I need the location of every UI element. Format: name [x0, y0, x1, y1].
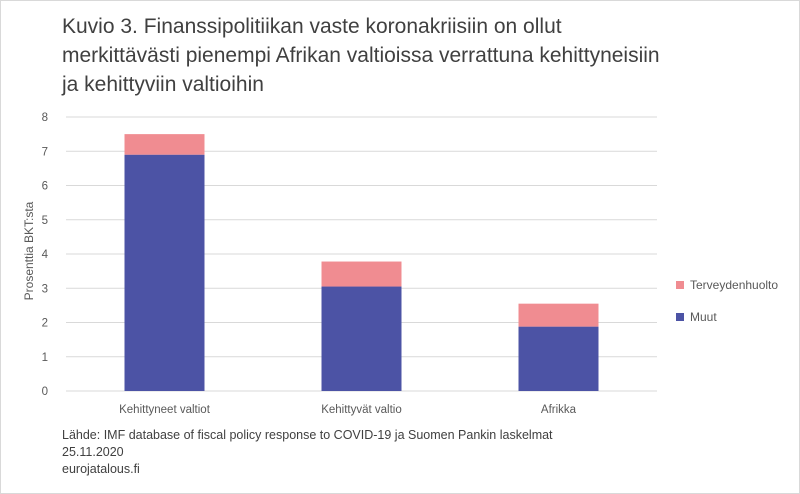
bar-muut-1	[321, 286, 402, 391]
legend-swatch-muut	[676, 313, 684, 321]
y-tick-label: 8	[42, 112, 48, 124]
title-line-2: merkittävästi pienempi Afrikan valtioiss…	[62, 44, 660, 67]
bars	[124, 134, 599, 391]
legend-item-terveydenhuolto: Terveydenhuolto	[676, 277, 778, 293]
legend-label-muut: Muut	[690, 310, 717, 324]
y-tick-label: 4	[42, 249, 49, 261]
title-line-3: ja kehittyviin valtioihin	[62, 73, 264, 96]
bar-terveydenhuolto-0	[124, 134, 205, 155]
bar-muut-0	[124, 154, 205, 391]
y-tick-label: 1	[42, 352, 48, 364]
bar-terveydenhuolto-1	[321, 261, 402, 287]
bar-terveydenhuolto-2	[518, 303, 599, 327]
source-site: eurojatalous.fi	[62, 462, 140, 476]
y-tick-label: 2	[42, 318, 48, 330]
chart-title: Kuvio 3. Finanssipolitiikan vaste korona…	[62, 12, 782, 99]
y-tick-label: 6	[42, 181, 48, 193]
legend-item-muut: Muut	[676, 309, 778, 325]
y-axis-label: Prosenttia BKT:sta	[22, 201, 36, 300]
y-tick-labels: 0 1 2 3 4 5 6 7 8	[42, 112, 49, 398]
bar-muut-2	[518, 326, 599, 391]
y-tick-label: 7	[42, 146, 48, 158]
y-tick-label: 5	[42, 215, 48, 227]
title-line-1: Kuvio 3. Finanssipolitiikan vaste korona…	[62, 15, 562, 38]
source-date: 25.11.2020	[62, 445, 124, 459]
legend-swatch-terveydenhuolto	[676, 281, 684, 289]
y-tick-label: 0	[42, 386, 48, 398]
source-note: Lähde: IMF database of fiscal policy res…	[62, 427, 553, 478]
y-tick-label: 3	[42, 283, 48, 295]
x-tick-labels: Kehittyneet valtiot Kehittyvät valtio Afri…	[119, 404, 577, 416]
x-tick-label: Afrikka	[541, 404, 577, 416]
legend-label-terveydenhuolto: Terveydenhuolto	[690, 278, 779, 292]
source-line: Lähde: IMF database of fiscal policy res…	[62, 428, 553, 442]
legend: Terveydenhuolto Muut	[676, 277, 778, 341]
x-tick-label: Kehittyneet valtiot	[119, 404, 211, 416]
x-tick-label: Kehittyvät valtio	[321, 404, 402, 416]
